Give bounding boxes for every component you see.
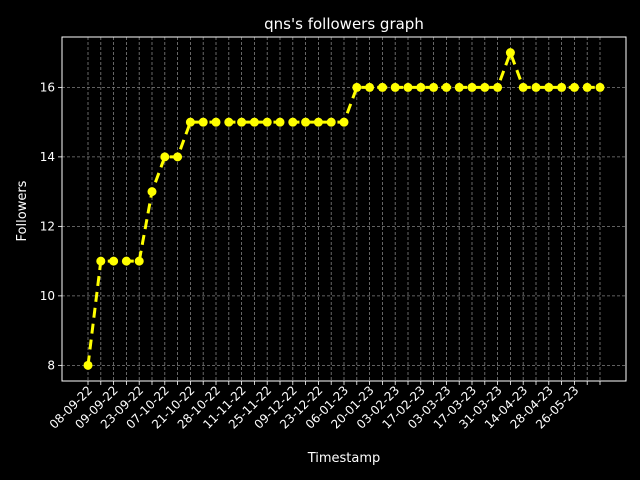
data-point — [544, 82, 554, 92]
data-point — [109, 256, 119, 266]
y-tick-label: 8 — [47, 358, 55, 372]
data-point — [288, 117, 298, 127]
data-point — [403, 82, 413, 92]
data-point — [582, 82, 592, 92]
data-point — [313, 117, 323, 127]
chart-title: qns's followers graph — [264, 15, 424, 33]
data-point — [569, 82, 579, 92]
data-point — [121, 256, 131, 266]
data-point — [365, 82, 375, 92]
data-point — [83, 360, 93, 370]
data-point — [429, 82, 439, 92]
data-point — [505, 48, 515, 58]
data-point — [441, 82, 451, 92]
data-point — [339, 117, 349, 127]
data-point — [96, 256, 106, 266]
data-point — [275, 117, 285, 127]
data-point — [326, 117, 336, 127]
data-point — [518, 82, 528, 92]
data-point — [557, 82, 567, 92]
x-axis-label: Timestamp — [307, 451, 381, 466]
data-point — [185, 117, 195, 127]
data-point — [377, 82, 387, 92]
series-followers — [83, 48, 605, 370]
data-point — [134, 256, 144, 266]
data-point — [249, 117, 259, 127]
data-point — [454, 82, 464, 92]
data-point — [531, 82, 541, 92]
y-tick-label: 10 — [40, 289, 55, 303]
data-point — [595, 82, 605, 92]
data-point — [160, 152, 170, 162]
y-tick-label: 12 — [40, 219, 55, 233]
data-point — [198, 117, 208, 127]
y-tick-label: 16 — [40, 80, 55, 94]
data-point — [224, 117, 234, 127]
data-point — [211, 117, 221, 127]
data-point — [237, 117, 247, 127]
data-point — [480, 82, 490, 92]
data-point — [147, 187, 157, 197]
data-point — [493, 82, 503, 92]
grid-lines — [62, 37, 626, 381]
y-axis-label: Followers — [15, 180, 30, 241]
data-point — [301, 117, 311, 127]
data-point — [352, 82, 362, 92]
data-point — [173, 152, 183, 162]
y-tick-label: 14 — [40, 150, 55, 164]
data-point — [416, 82, 426, 92]
data-point — [262, 117, 272, 127]
data-point — [467, 82, 477, 92]
y-axis: 8 10 12 14 16 — [40, 80, 62, 372]
data-point — [390, 82, 400, 92]
